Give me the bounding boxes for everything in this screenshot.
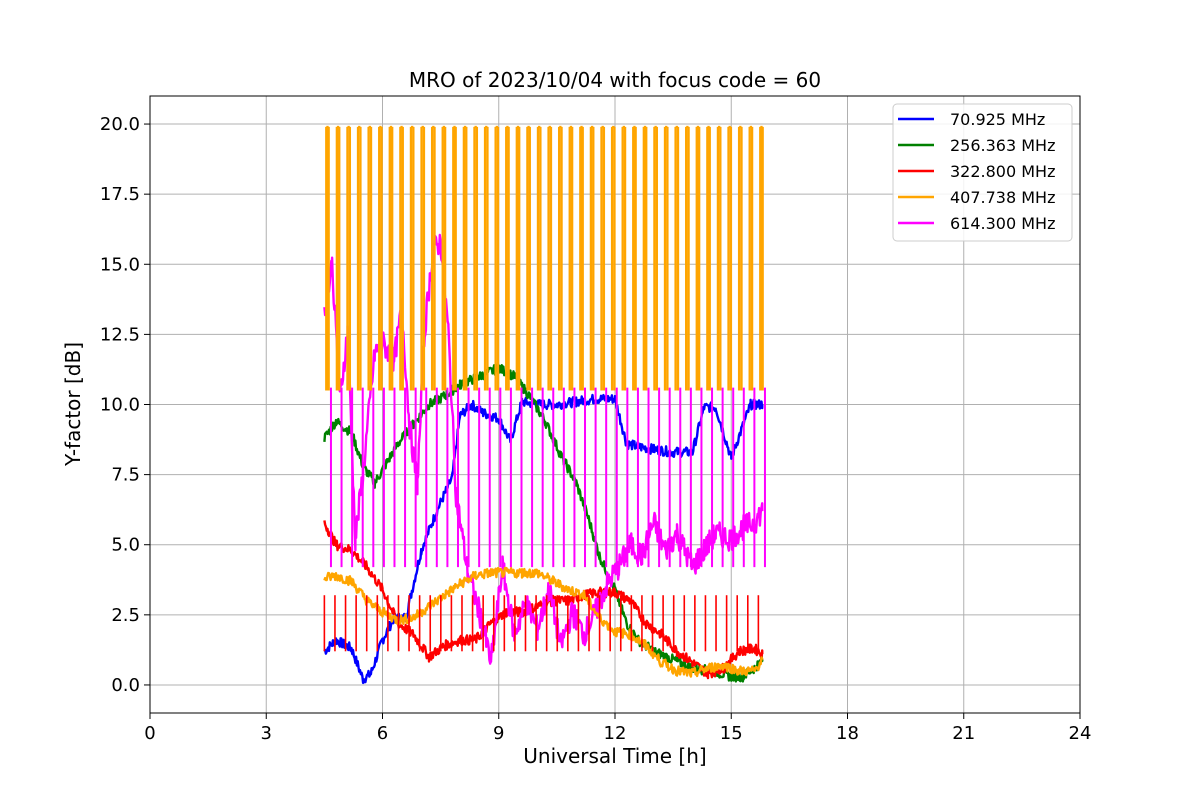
orange-spike	[334, 125, 343, 652]
x-axis-label: Universal Time [h]	[523, 744, 706, 768]
orange-spike	[746, 125, 756, 652]
orange-spike	[715, 125, 724, 652]
x-tick-label: 21	[952, 723, 975, 744]
orange-spike	[418, 125, 428, 652]
orange-spike	[694, 125, 703, 652]
orange-spike	[492, 125, 502, 652]
legend-label: 322.800 MHz	[950, 162, 1055, 181]
orange-spike	[376, 125, 385, 652]
x-tick-label: 9	[493, 723, 504, 744]
chart-title: MRO of 2023/10/04 with focus code = 60	[409, 68, 821, 92]
y-axis-label: Y-factor [dB]	[61, 342, 85, 467]
y-tick-label: 12.5	[100, 324, 140, 345]
series-layer	[323, 125, 766, 685]
orange-spike	[482, 125, 491, 652]
orange-spike	[408, 125, 417, 652]
y-tick-label: 10.0	[100, 395, 140, 416]
orange-spike	[365, 125, 375, 652]
orange-spike	[651, 125, 661, 652]
legend-label: 70.925 MHz	[950, 110, 1045, 129]
orange-spike	[609, 125, 618, 652]
orange-spike	[355, 125, 364, 652]
legend-label: 614.300 MHz	[950, 214, 1055, 233]
legend: 70.925 MHz 256.363 MHz 322.800 MHz 407.738 …	[892, 103, 1073, 242]
orange-spike	[450, 125, 459, 652]
legend-label: 256.363 MHz	[950, 136, 1055, 155]
orange-spike	[662, 125, 671, 652]
orange-spike	[545, 125, 555, 652]
orange-spike	[397, 125, 407, 652]
orange-spike	[524, 125, 534, 652]
orange-spike	[672, 125, 682, 652]
y-tick-label: 0.0	[111, 675, 140, 696]
x-tick-label: 12	[604, 723, 627, 744]
x-tick-label: 24	[1069, 723, 1092, 744]
orange-spike	[704, 125, 714, 652]
orange-spike	[588, 125, 597, 652]
x-tick-label: 0	[144, 723, 155, 744]
orange-spike	[630, 125, 639, 652]
orange-spike	[461, 125, 470, 652]
orange-spike	[725, 125, 735, 652]
y-tick-label: 17.5	[100, 184, 140, 205]
orange-spike	[471, 125, 481, 652]
y-tick-label: 20.0	[100, 114, 140, 135]
orange-spike	[736, 125, 745, 652]
orange-spike	[344, 125, 354, 652]
orange-spike	[323, 125, 332, 652]
orange-spike	[641, 125, 650, 652]
legend-frame	[892, 103, 1073, 242]
orange-spike	[440, 125, 449, 652]
x-tick-label: 3	[261, 723, 272, 744]
tick-layer: 0 3 6 9 12 15 18 21 24 0.0 2.5 5.0 7.5 10.0 12.5 15.0 17…	[100, 114, 1092, 744]
x-tick-label: 18	[836, 723, 859, 744]
orange-spike	[514, 125, 523, 652]
x-tick-label: 6	[377, 723, 388, 744]
orange-spike	[683, 125, 692, 652]
orange-spike	[429, 125, 438, 652]
orange-spike	[619, 125, 629, 652]
orange-spike	[387, 125, 396, 652]
y-tick-label: 2.5	[111, 605, 140, 626]
orange-spike	[577, 125, 587, 652]
orange-spike	[556, 125, 565, 652]
y-tick-label: 7.5	[111, 465, 140, 486]
orange-spike	[598, 125, 608, 652]
y-tick-label: 5.0	[111, 535, 140, 556]
series-line-614-300-MHz	[323, 233, 764, 665]
orange-spike	[503, 125, 512, 652]
orange-spike	[567, 125, 576, 652]
x-tick-label: 15	[720, 723, 743, 744]
orange-spike	[535, 125, 544, 652]
y-tick-label: 15.0	[100, 254, 140, 275]
legend-label: 407.738 MHz	[950, 188, 1055, 207]
orange-spike	[757, 125, 766, 652]
